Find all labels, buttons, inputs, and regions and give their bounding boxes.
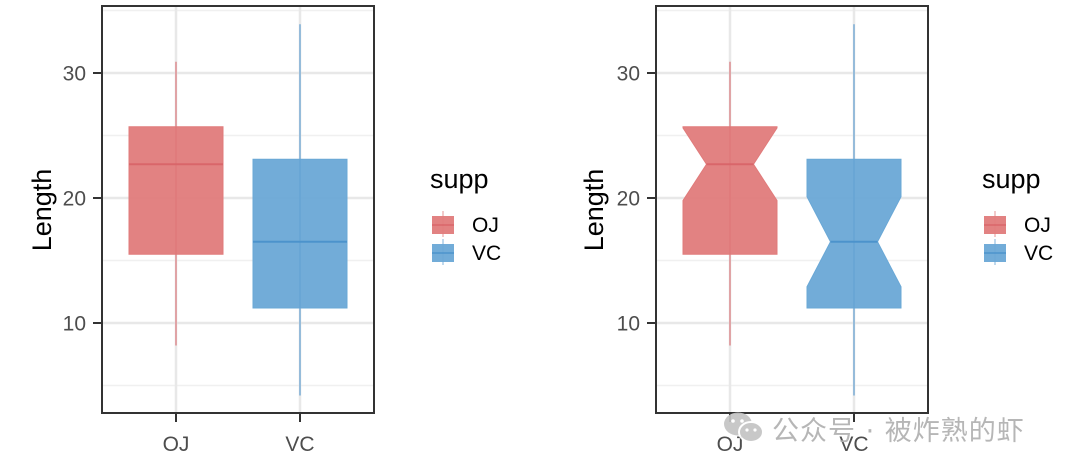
legend: supp OJ VC bbox=[430, 164, 501, 265]
y-tick-label: 10 bbox=[63, 313, 86, 336]
legend-label-vc: VC bbox=[1024, 242, 1053, 265]
legend: supp OJ VC bbox=[982, 164, 1053, 265]
y-tick-label: 10 bbox=[617, 313, 640, 336]
legend-title: supp bbox=[982, 164, 1041, 194]
box-vc bbox=[806, 24, 902, 396]
legend-title: supp bbox=[430, 164, 489, 194]
box bbox=[252, 158, 348, 309]
box-vc bbox=[252, 24, 348, 396]
x-tick-label: VC bbox=[839, 433, 868, 456]
wechat-icon bbox=[724, 412, 764, 443]
notched-box bbox=[806, 158, 902, 309]
box-oj bbox=[682, 61, 778, 346]
x-tick-label: OJ bbox=[163, 433, 190, 456]
box-oj bbox=[128, 61, 224, 346]
watermark: 公众号 · 被炸熟的虾 bbox=[722, 408, 1025, 448]
y-axis-title: Length bbox=[27, 169, 57, 252]
watermark-text: 公众号 · 被炸熟的虾 bbox=[772, 415, 1025, 447]
notched-box bbox=[682, 126, 778, 255]
legend-label-oj: OJ bbox=[1024, 214, 1051, 237]
boxplot-panel-standard: 10 20 30 OJ VC Length supp OJ VC bbox=[27, 5, 501, 456]
panel-border bbox=[655, 5, 929, 414]
boxplot-panel-notched: 10 20 30 OJ VC Length supp OJ VC bbox=[579, 5, 1053, 456]
y-tick-label: 30 bbox=[63, 63, 86, 86]
box bbox=[128, 126, 224, 255]
legend-label-vc: VC bbox=[472, 242, 501, 265]
x-tick-label: VC bbox=[285, 433, 314, 456]
y-tick-label: 20 bbox=[617, 188, 640, 211]
y-tick-label: 20 bbox=[63, 188, 86, 211]
y-axis-title: Length bbox=[579, 169, 609, 252]
panel-border bbox=[101, 5, 375, 414]
y-tick-label: 30 bbox=[617, 63, 640, 86]
x-tick-label: OJ bbox=[717, 433, 744, 456]
legend-label-oj: OJ bbox=[472, 214, 499, 237]
